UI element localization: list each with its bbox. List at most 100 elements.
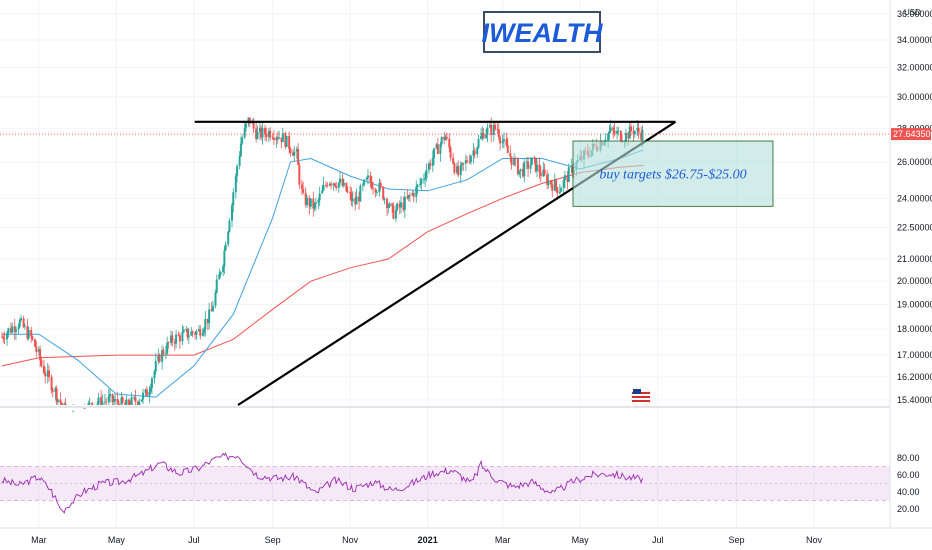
candle bbox=[304, 187, 307, 208]
candle bbox=[208, 302, 211, 330]
candle bbox=[419, 177, 422, 189]
candle bbox=[481, 126, 484, 141]
candle bbox=[370, 176, 373, 190]
candle bbox=[178, 332, 181, 349]
candle bbox=[264, 124, 267, 141]
candle bbox=[533, 155, 536, 164]
candle bbox=[612, 125, 615, 139]
candle bbox=[293, 145, 296, 162]
candle bbox=[26, 318, 29, 341]
candle bbox=[433, 148, 436, 166]
candle bbox=[100, 390, 103, 405]
candle bbox=[326, 182, 329, 188]
candle bbox=[525, 157, 528, 169]
candle bbox=[239, 136, 242, 158]
candle bbox=[330, 181, 333, 190]
rsi-pane[interactable] bbox=[0, 452, 890, 514]
candle bbox=[195, 329, 198, 340]
candle bbox=[101, 394, 104, 405]
candle bbox=[314, 197, 317, 211]
candle bbox=[289, 146, 292, 157]
candle bbox=[411, 190, 414, 197]
candle bbox=[133, 395, 136, 401]
candle bbox=[87, 400, 90, 405]
candle bbox=[206, 318, 209, 331]
candle bbox=[321, 185, 324, 194]
y-tick-label: 26.00000 bbox=[897, 157, 932, 167]
candle bbox=[154, 353, 157, 375]
y-tick-label: 32.00000 bbox=[897, 63, 932, 73]
main-grid bbox=[0, 0, 890, 528]
candle bbox=[27, 326, 30, 341]
candle bbox=[558, 184, 561, 195]
candle bbox=[388, 201, 391, 209]
candle bbox=[530, 157, 533, 166]
candle bbox=[130, 392, 133, 405]
candle bbox=[499, 135, 502, 151]
candle bbox=[501, 134, 504, 149]
candle bbox=[497, 123, 500, 141]
currency-label[interactable]: USD bbox=[904, 8, 921, 17]
candle bbox=[640, 126, 643, 144]
candle bbox=[449, 145, 452, 161]
candle bbox=[227, 230, 230, 248]
candle bbox=[547, 173, 550, 189]
candle bbox=[111, 393, 114, 405]
candle bbox=[374, 187, 377, 198]
candle bbox=[339, 170, 342, 186]
candle bbox=[44, 366, 47, 384]
candle bbox=[523, 159, 526, 183]
candle bbox=[392, 202, 395, 220]
candle bbox=[210, 302, 213, 312]
candle bbox=[549, 179, 552, 188]
y-tick-label: 20.00000 bbox=[897, 276, 932, 286]
candle bbox=[191, 330, 194, 338]
candle bbox=[407, 194, 410, 202]
candle bbox=[109, 388, 112, 403]
candle bbox=[570, 158, 573, 174]
candle bbox=[42, 359, 45, 375]
candle bbox=[335, 181, 338, 191]
candle bbox=[291, 148, 294, 156]
candle bbox=[112, 395, 115, 405]
candle bbox=[349, 186, 352, 200]
candle bbox=[322, 176, 325, 192]
candle bbox=[477, 134, 480, 150]
candle bbox=[506, 137, 509, 154]
candle bbox=[288, 131, 291, 154]
candle bbox=[337, 182, 340, 193]
buy-target-label: buy targets $26.75-$25.00 bbox=[599, 168, 746, 183]
y-tick-label: 22.50000 bbox=[897, 223, 932, 233]
y-tick-label: 36.00000 bbox=[897, 9, 932, 19]
candle bbox=[318, 186, 321, 207]
candle bbox=[161, 345, 164, 370]
candle bbox=[295, 146, 298, 159]
us-flag-icon bbox=[630, 386, 652, 408]
candle bbox=[56, 398, 59, 405]
buy-target-box[interactable] bbox=[572, 140, 774, 207]
candle bbox=[516, 157, 519, 176]
candle bbox=[439, 141, 442, 162]
x-tick-label: 2021 bbox=[418, 535, 438, 545]
last-price-tag-text: 27.64350 bbox=[893, 129, 931, 139]
time-axis[interactable]: Mar May Jul Sep Nov 2021 Mar May Jul Sep Nov bbox=[0, 527, 932, 545]
candle bbox=[55, 385, 58, 405]
price-axis[interactable]: 36.0000034.0000032.0000030.0000028.00000… bbox=[889, 0, 932, 528]
x-tick-label: Mar bbox=[31, 535, 47, 545]
candle bbox=[332, 182, 335, 191]
candle bbox=[40, 356, 43, 368]
candle bbox=[167, 341, 170, 349]
candle bbox=[619, 130, 622, 143]
candle bbox=[383, 196, 386, 205]
candle bbox=[359, 183, 362, 202]
candle bbox=[128, 398, 131, 405]
candle bbox=[529, 157, 532, 174]
main-pane[interactable]: buy targets $26.75-$25.00 bbox=[0, 0, 890, 528]
candle bbox=[355, 188, 358, 205]
candle bbox=[17, 323, 20, 334]
candle bbox=[333, 182, 336, 188]
candle bbox=[224, 241, 227, 252]
candle bbox=[305, 195, 308, 209]
candle bbox=[157, 348, 160, 365]
candle bbox=[185, 326, 188, 333]
